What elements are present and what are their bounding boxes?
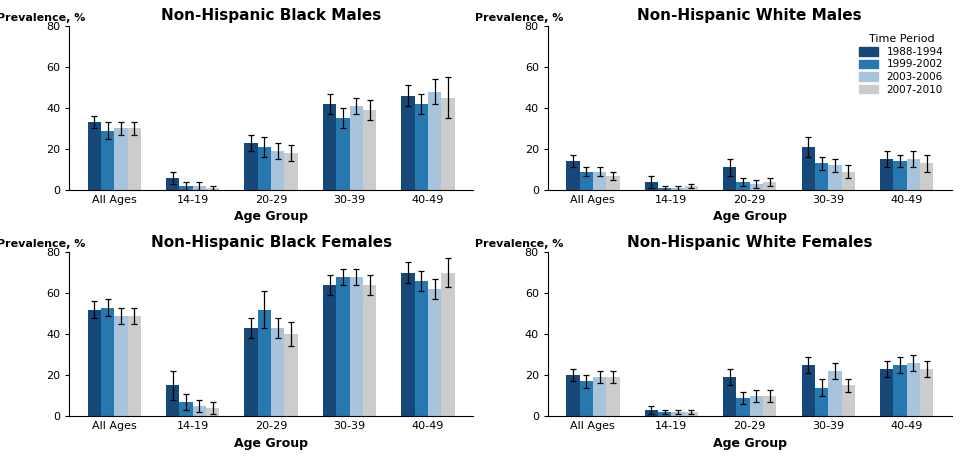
Bar — [894, 161, 906, 190]
Bar — [763, 182, 777, 190]
Text: Prevalence, %: Prevalence, % — [0, 13, 84, 22]
Bar — [101, 131, 114, 190]
Bar — [906, 159, 920, 190]
Bar — [87, 122, 101, 190]
Bar — [114, 316, 128, 416]
Bar — [842, 386, 854, 416]
Bar — [245, 143, 258, 190]
Bar — [593, 377, 606, 416]
Bar — [750, 396, 763, 416]
Bar — [428, 289, 442, 416]
Title: Non-Hispanic White Females: Non-Hispanic White Females — [627, 234, 873, 250]
Bar — [658, 188, 671, 190]
Bar — [363, 285, 376, 416]
Bar — [723, 168, 736, 190]
Bar — [684, 412, 698, 416]
Bar — [206, 408, 219, 416]
Bar — [684, 186, 698, 190]
Bar — [723, 377, 736, 416]
Bar — [349, 277, 363, 416]
Bar — [580, 382, 593, 416]
Bar — [271, 328, 284, 416]
Bar — [180, 402, 193, 416]
Bar — [763, 396, 777, 416]
X-axis label: Age Group: Age Group — [234, 436, 308, 450]
Text: Prevalence, %: Prevalence, % — [475, 13, 564, 22]
Bar — [566, 161, 580, 190]
Bar — [258, 310, 271, 416]
Bar — [815, 387, 828, 416]
Bar — [736, 398, 750, 416]
Text: Prevalence, %: Prevalence, % — [475, 239, 564, 249]
Bar — [401, 96, 415, 190]
Bar — [606, 377, 619, 416]
Bar — [442, 98, 455, 190]
Bar — [606, 176, 619, 190]
Bar — [802, 147, 815, 190]
X-axis label: Age Group: Age Group — [712, 210, 787, 224]
Bar — [815, 164, 828, 190]
Bar — [128, 316, 141, 416]
Bar — [644, 182, 658, 190]
Bar — [193, 406, 206, 416]
Bar — [920, 369, 933, 416]
Bar — [271, 151, 284, 190]
Bar — [671, 188, 684, 190]
Bar — [193, 186, 206, 190]
Bar — [166, 178, 180, 190]
Bar — [442, 273, 455, 416]
Bar — [894, 365, 906, 416]
Bar — [258, 147, 271, 190]
Bar — [101, 307, 114, 416]
Bar — [323, 104, 336, 190]
Bar — [750, 184, 763, 190]
Bar — [828, 165, 842, 190]
Bar — [180, 186, 193, 190]
X-axis label: Age Group: Age Group — [712, 436, 787, 450]
Bar — [349, 106, 363, 190]
Bar — [428, 92, 442, 190]
Title: Non-Hispanic Black Males: Non-Hispanic Black Males — [161, 8, 381, 23]
Bar — [336, 277, 349, 416]
Bar — [580, 172, 593, 190]
Bar — [336, 118, 349, 190]
Bar — [736, 182, 750, 190]
Bar — [644, 410, 658, 416]
Title: Non-Hispanic Black Females: Non-Hispanic Black Females — [151, 234, 392, 250]
Bar — [920, 164, 933, 190]
Bar — [166, 386, 180, 416]
Bar — [87, 310, 101, 416]
Bar — [593, 172, 606, 190]
Legend: 1988-1994, 1999-2002, 2003-2006, 2007-2010: 1988-1994, 1999-2002, 2003-2006, 2007-20… — [856, 31, 947, 98]
Bar — [658, 412, 671, 416]
Bar — [114, 129, 128, 190]
Bar — [206, 188, 219, 190]
Bar — [880, 159, 894, 190]
X-axis label: Age Group: Age Group — [234, 210, 308, 224]
Bar — [880, 369, 894, 416]
Title: Non-Hispanic White Males: Non-Hispanic White Males — [637, 8, 862, 23]
Bar — [323, 285, 336, 416]
Bar — [415, 104, 428, 190]
Bar — [401, 273, 415, 416]
Text: Prevalence, %: Prevalence, % — [0, 239, 84, 249]
Bar — [284, 334, 298, 416]
Bar — [566, 375, 580, 416]
Bar — [802, 365, 815, 416]
Bar — [284, 153, 298, 190]
Bar — [906, 363, 920, 416]
Bar — [828, 371, 842, 416]
Bar — [245, 328, 258, 416]
Bar — [128, 129, 141, 190]
Bar — [363, 110, 376, 190]
Bar — [842, 172, 854, 190]
Bar — [415, 281, 428, 416]
Bar — [671, 412, 684, 416]
